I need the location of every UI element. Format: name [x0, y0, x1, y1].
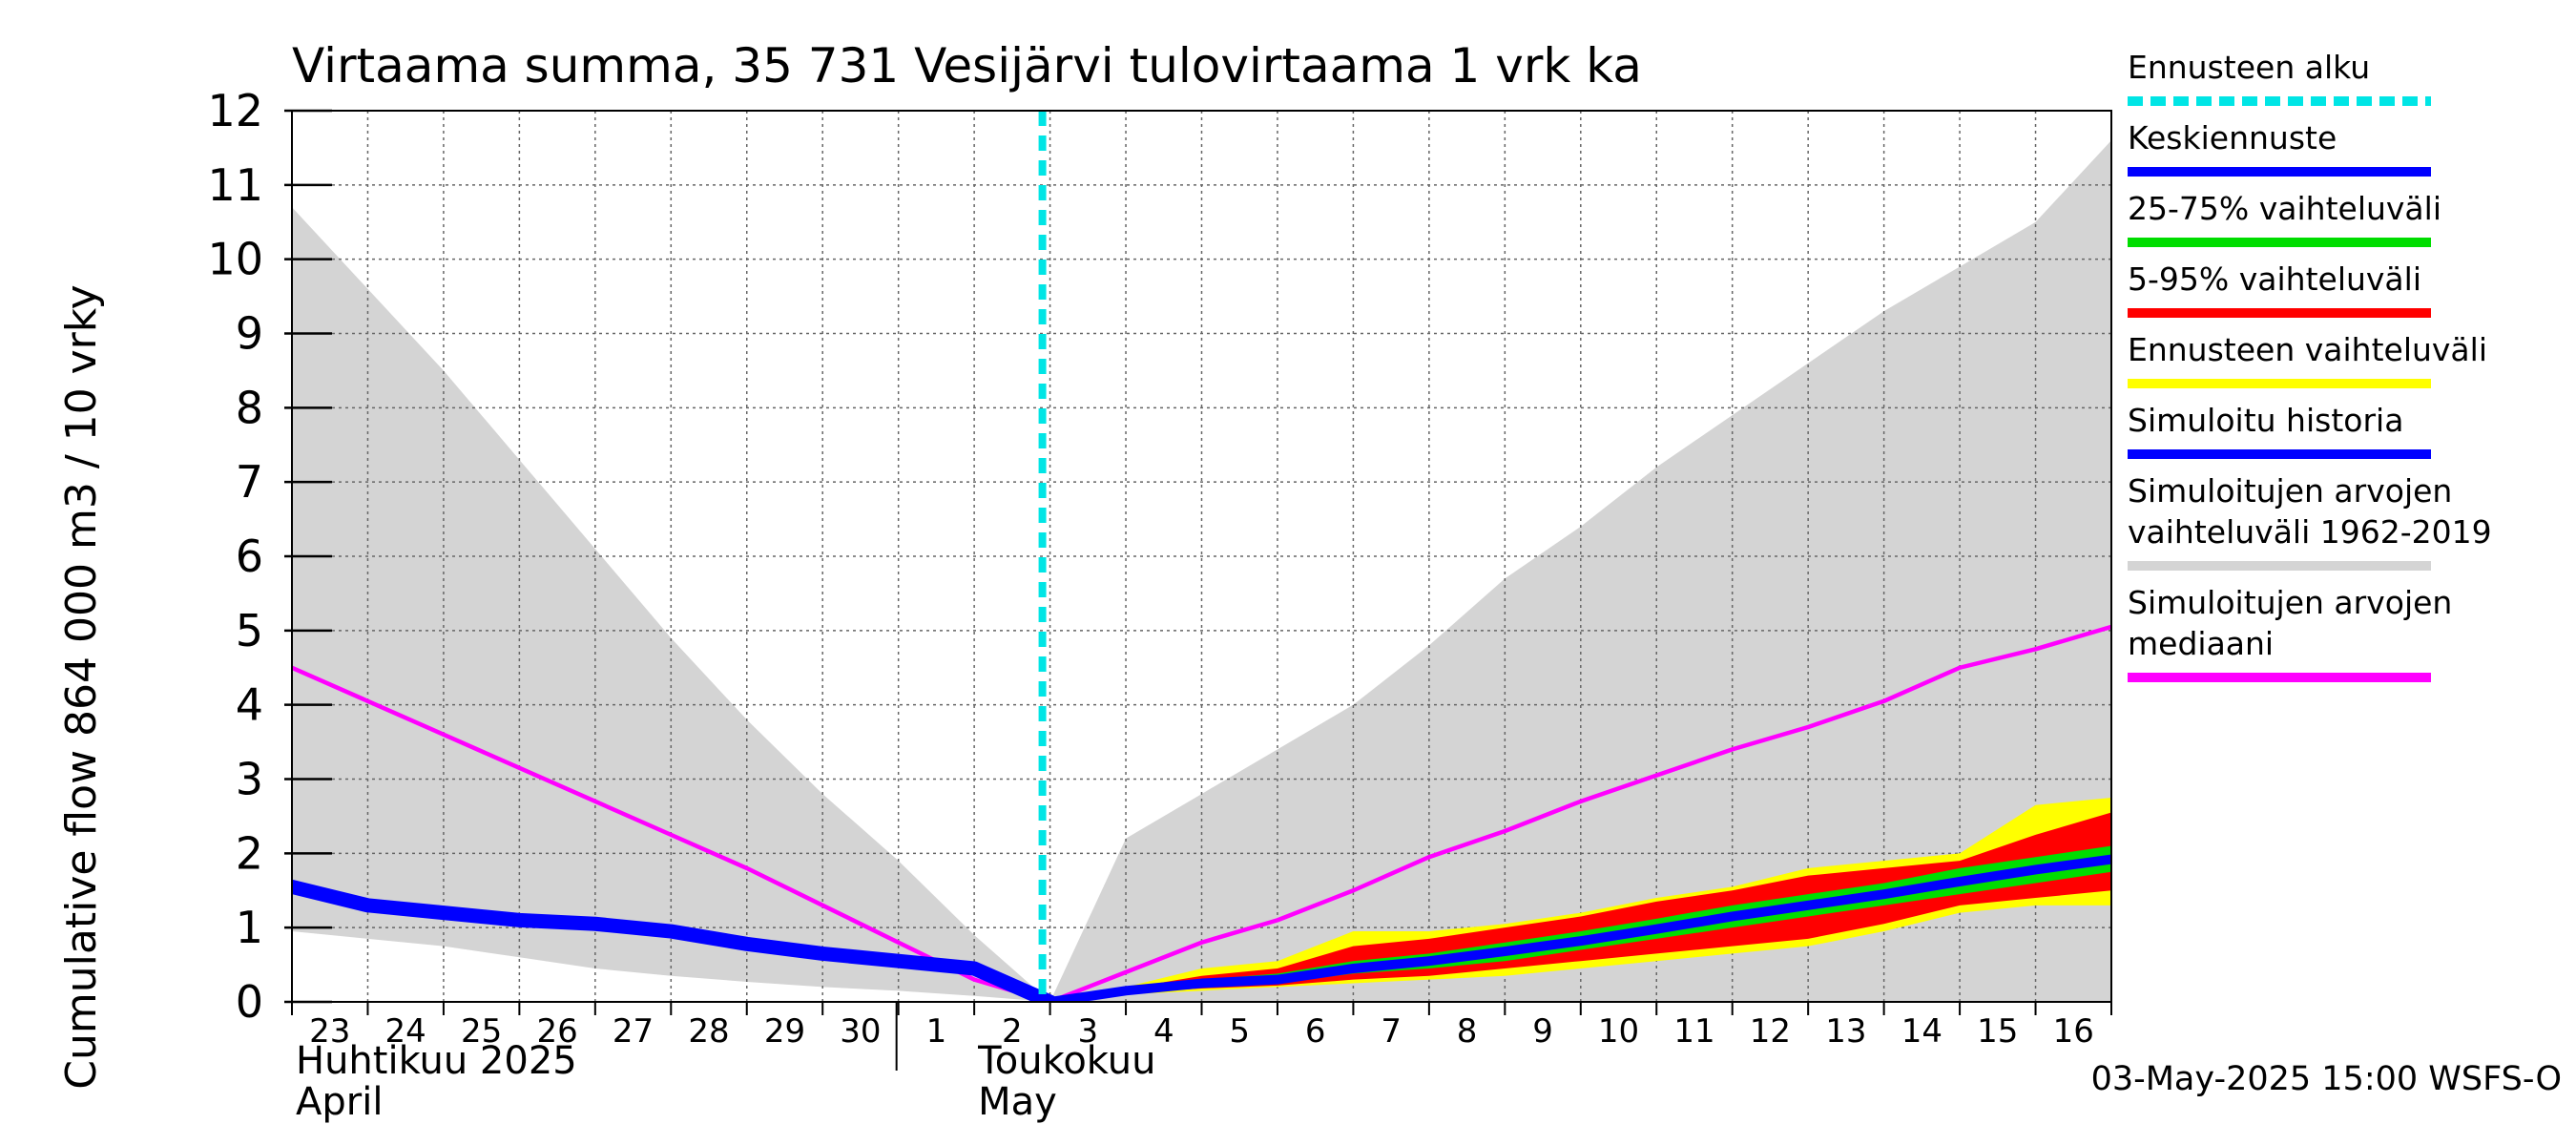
x-day-label: 10: [1598, 1012, 1639, 1051]
x-day-label: 9: [1532, 1012, 1553, 1051]
x-day-label: 8: [1457, 1012, 1478, 1051]
month-label: Huhtikuu 2025: [296, 1039, 577, 1083]
y-tick-label: 1: [236, 902, 263, 953]
legend-label: 25-75% vaihteluväli: [2128, 190, 2441, 227]
x-day-label: 15: [1977, 1012, 2018, 1051]
y-tick-label: 4: [236, 679, 263, 731]
y-tick-label: 9: [236, 308, 263, 360]
month-label: Toukokuu: [977, 1039, 1155, 1083]
x-day-label: 5: [1229, 1012, 1250, 1051]
p5-95-band: [1049, 812, 2111, 1002]
x-day-label: 24: [385, 1012, 426, 1051]
x-day-label: 1: [926, 1012, 947, 1051]
historical-median-line: [292, 624, 2111, 1002]
forecast-range-band: [1049, 797, 2111, 1002]
mean-forecast-line: [1045, 854, 2111, 1002]
x-day-label: 23: [309, 1012, 350, 1051]
legend: Ennusteen alku Keskiennuste 25-75% vaihtel…: [2128, 49, 2492, 682]
plot-area: [292, 111, 2111, 1002]
y-tick-label: 6: [236, 531, 263, 582]
legend-label: Simuloitujen arvojen: [2128, 584, 2452, 621]
x-day-label: 29: [764, 1012, 805, 1051]
x-day-label: 26: [536, 1012, 577, 1051]
month-label-en: May: [978, 1080, 1057, 1124]
x-day-label: 30: [840, 1012, 881, 1051]
legend-label: mediaani: [2128, 625, 2274, 662]
x-day-label: 4: [1153, 1012, 1174, 1051]
month-label-en: April: [296, 1080, 383, 1124]
y-tick-label: 2: [236, 827, 263, 879]
x-day-label: 12: [1750, 1012, 1791, 1051]
x-day-label: 13: [1825, 1012, 1866, 1051]
x-day-label: 6: [1305, 1012, 1326, 1051]
simulated-history-line: [292, 879, 1058, 1002]
y-tick-label: 8: [236, 382, 263, 433]
legend-label: Ennusteen alku: [2128, 49, 2370, 86]
x-day-label: 28: [688, 1012, 729, 1051]
y-tick-label: 3: [236, 754, 263, 805]
legend-label: Simuloitujen arvojen: [2128, 472, 2452, 510]
legend-label: vaihteluväli 1962-2019: [2128, 513, 2492, 551]
x-day-label: 7: [1381, 1012, 1402, 1051]
legend-label: Ennusteen vaihteluväli: [2128, 331, 2487, 368]
x-day-label: 25: [461, 1012, 502, 1051]
y-tick-label: 5: [236, 605, 263, 656]
y-tick-label: 11: [207, 159, 263, 211]
x-day-label: 3: [1077, 1012, 1098, 1051]
y-tick-label: 0: [236, 976, 263, 1028]
x-day-label: 14: [1901, 1012, 1942, 1051]
legend-label: 5-95% vaihteluväli: [2128, 260, 2421, 298]
x-day-label: 16: [2053, 1012, 2094, 1051]
chart-title: Virtaama summa, 35 731 Vesijärvi tulovir…: [292, 38, 1642, 94]
y-tick-label: 7: [236, 456, 263, 508]
y-tick-label: 10: [207, 234, 263, 285]
x-day-label: 2: [1002, 1012, 1023, 1051]
y-tick-label: 12: [207, 85, 263, 136]
x-day-label: 11: [1673, 1012, 1714, 1051]
y-axis-label: Cumulative flow 864 000 m3 / 10 vrky: [57, 284, 106, 1089]
plot-content: [292, 111, 2111, 1002]
legend-label: Keskiennuste: [2128, 119, 2337, 156]
forecast-timestamp: 03-May-2025 15:00 WSFS-O: [2091, 1060, 2562, 1098]
x-day-label: 27: [613, 1012, 654, 1051]
legend-label: Simuloitu historia: [2128, 402, 2403, 439]
